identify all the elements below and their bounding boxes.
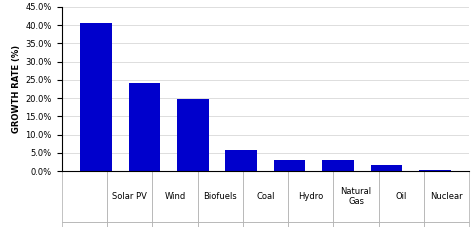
Bar (419, 170, 451, 171)
Bar (371, 165, 402, 171)
Bar (177, 99, 209, 171)
Bar (322, 160, 354, 171)
Bar (274, 160, 305, 171)
Y-axis label: GROWTH RATE (%): GROWTH RATE (%) (12, 45, 21, 133)
Bar (80, 23, 112, 171)
Bar (226, 150, 257, 171)
Bar (128, 83, 160, 171)
